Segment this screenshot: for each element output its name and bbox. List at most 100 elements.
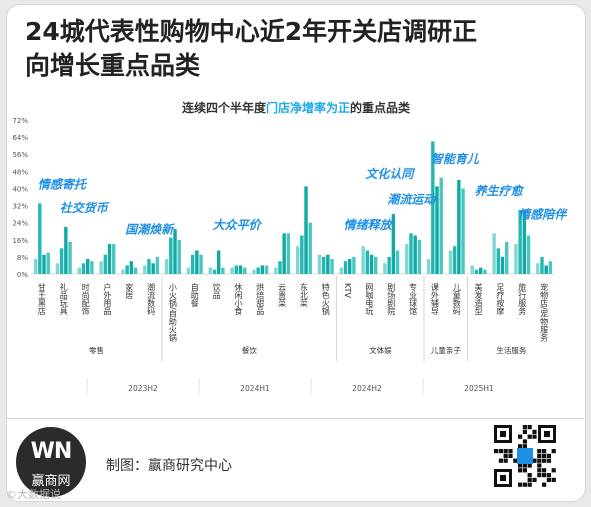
bar <box>59 248 64 274</box>
qr-module <box>498 449 503 454</box>
bar <box>505 241 509 274</box>
bar <box>234 265 239 274</box>
x-tick-label: 特色火锅 <box>321 282 330 316</box>
bar <box>38 203 42 274</box>
qr-module <box>546 473 551 478</box>
qr-module <box>542 482 547 487</box>
qr-module <box>551 477 556 482</box>
x-tick-label: 足疗按摩 <box>496 283 505 316</box>
bar <box>457 179 461 274</box>
bar <box>125 265 129 274</box>
bar <box>55 263 60 274</box>
bar <box>448 250 453 274</box>
qr-module <box>503 458 508 463</box>
qr-module <box>537 468 542 473</box>
bar <box>435 186 439 274</box>
bar <box>278 261 282 274</box>
bar <box>536 263 540 274</box>
bar <box>195 250 199 274</box>
qr-module <box>522 463 527 468</box>
bar <box>133 267 138 274</box>
bar <box>308 222 312 274</box>
chart-card: 24城代表性购物中心近2年开关店调研正向增长重点品类 连续四个半年度门店净增率为… <box>6 4 586 502</box>
x-tick-label: 专业球馆 <box>409 282 418 316</box>
bar <box>326 254 330 274</box>
qr-module <box>542 449 547 454</box>
bar <box>426 259 431 274</box>
qr-module <box>527 477 532 482</box>
bar <box>112 244 116 274</box>
bar <box>352 256 356 274</box>
bar <box>365 250 370 274</box>
x-tick-label: 礼品玩具 <box>59 282 68 316</box>
bar <box>500 256 505 274</box>
bar <box>260 265 265 274</box>
bar <box>199 254 203 274</box>
qr-module <box>498 458 503 463</box>
y-tick-label: 48% <box>12 168 28 176</box>
bar <box>173 229 177 274</box>
bar <box>492 233 496 274</box>
x-tick-label: 宠物店/宠物服务 <box>540 282 549 343</box>
qr-module <box>537 449 542 454</box>
bar <box>391 214 396 274</box>
annotation-label: 情感陪伴 <box>518 207 568 221</box>
qr-module <box>551 468 556 473</box>
x-tick-label: 课外辅导 <box>430 283 439 315</box>
bar <box>347 259 352 274</box>
bar <box>361 246 365 274</box>
bar <box>452 246 457 274</box>
y-tick-label: 16% <box>12 237 28 245</box>
x-tick-label: 时尚配饰 <box>81 282 90 316</box>
qr-module <box>532 458 537 463</box>
period-label: 2023H2 <box>128 384 158 393</box>
watermark: ©大数据说 <box>6 488 61 501</box>
bar <box>461 188 465 274</box>
y-tick-label: 40% <box>12 185 28 193</box>
annotation-label: 情感寄托 <box>38 177 88 191</box>
footer: WN 赢商网 制图：赢商研究中心 <box>6 418 584 501</box>
bar <box>483 269 487 274</box>
bar <box>81 263 86 274</box>
bar <box>230 267 234 274</box>
bar <box>46 252 50 274</box>
bar <box>264 265 269 274</box>
qr-finder <box>500 431 506 437</box>
bar <box>383 263 387 274</box>
qr-module <box>542 473 547 478</box>
bar <box>256 267 260 274</box>
annotation-label: 文化认同 <box>365 167 415 181</box>
qr-module <box>542 468 547 473</box>
bar <box>143 265 147 274</box>
qr-module <box>546 458 551 463</box>
bar <box>295 246 300 274</box>
bar <box>387 256 391 274</box>
bar <box>413 235 417 274</box>
bar <box>321 256 326 274</box>
qr-module <box>527 434 532 439</box>
x-tick-label: 旅行服务 <box>518 282 527 316</box>
bar <box>77 267 81 274</box>
qr-module <box>537 463 542 468</box>
bar <box>177 239 181 274</box>
qr-center-badge <box>517 448 533 464</box>
annotation-label: 社交货币 <box>60 201 110 215</box>
group-label: 零售 <box>89 345 104 355</box>
qr-module <box>527 463 532 468</box>
bar <box>548 261 553 274</box>
bar <box>147 259 151 274</box>
bar <box>90 261 94 274</box>
x-tick-label: 休闲小食 <box>234 282 243 316</box>
chart-title-part: 门店净增率为正 <box>266 100 350 115</box>
bar <box>164 259 169 274</box>
y-tick-label: 72% <box>12 117 28 125</box>
qr-module <box>494 449 499 454</box>
bar <box>155 256 160 274</box>
bar <box>369 254 374 274</box>
bar <box>64 226 68 274</box>
period-label: 2024H1 <box>240 384 270 393</box>
qr-module <box>532 429 537 434</box>
bar <box>129 261 134 274</box>
bar <box>169 237 173 274</box>
qr-module <box>513 458 518 463</box>
